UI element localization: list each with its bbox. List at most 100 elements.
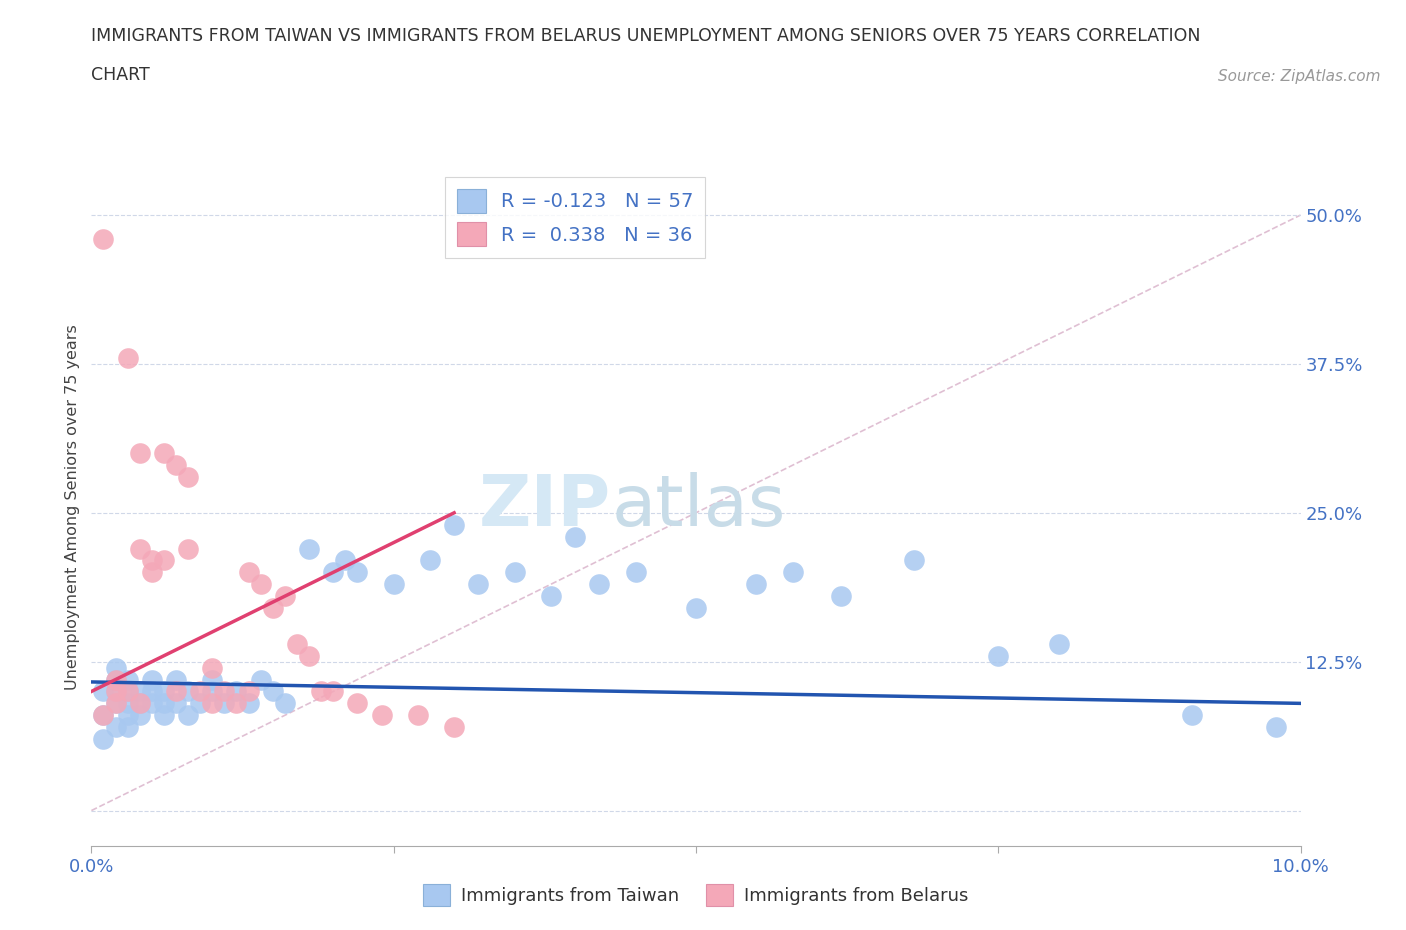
Y-axis label: Unemployment Among Seniors over 75 years: Unemployment Among Seniors over 75 years xyxy=(65,324,80,690)
Point xyxy=(117,708,139,723)
Point xyxy=(262,684,284,699)
Point xyxy=(309,684,332,699)
Text: ZIP: ZIP xyxy=(479,472,612,541)
Point xyxy=(406,708,429,723)
Point xyxy=(322,684,344,699)
Text: IMMIGRANTS FROM TAIWAN VS IMMIGRANTS FROM BELARUS UNEMPLOYMENT AMONG SENIORS OVE: IMMIGRANTS FROM TAIWAN VS IMMIGRANTS FRO… xyxy=(91,27,1201,45)
Point xyxy=(93,732,115,747)
Point xyxy=(274,589,297,604)
Point xyxy=(745,577,768,591)
Point xyxy=(249,672,271,687)
Point xyxy=(128,541,150,556)
Point xyxy=(141,696,163,711)
Point xyxy=(128,445,150,460)
Text: Source: ZipAtlas.com: Source: ZipAtlas.com xyxy=(1218,69,1381,84)
Point xyxy=(1265,720,1288,735)
Point xyxy=(153,553,176,568)
Point xyxy=(419,553,441,568)
Point xyxy=(188,684,211,699)
Text: atlas: atlas xyxy=(612,472,786,541)
Point xyxy=(117,672,139,687)
Point xyxy=(153,445,176,460)
Point xyxy=(1047,636,1070,651)
Point xyxy=(153,684,176,699)
Point xyxy=(165,672,187,687)
Point xyxy=(346,565,368,579)
Point xyxy=(165,696,187,711)
Point xyxy=(93,708,115,723)
Point xyxy=(128,696,150,711)
Point xyxy=(201,672,224,687)
Point xyxy=(238,684,260,699)
Point xyxy=(201,660,224,675)
Point xyxy=(382,577,405,591)
Point xyxy=(214,696,236,711)
Point xyxy=(177,470,200,485)
Point xyxy=(188,696,211,711)
Point xyxy=(128,696,150,711)
Point xyxy=(298,648,321,663)
Point xyxy=(93,232,115,246)
Point xyxy=(177,708,200,723)
Point xyxy=(370,708,392,723)
Point xyxy=(153,696,176,711)
Point xyxy=(830,589,852,604)
Point xyxy=(564,529,586,544)
Point xyxy=(274,696,297,711)
Point xyxy=(1181,708,1204,723)
Point xyxy=(128,684,150,699)
Point xyxy=(540,589,562,604)
Point xyxy=(104,696,127,711)
Point xyxy=(153,708,176,723)
Point xyxy=(93,708,115,723)
Point xyxy=(141,565,163,579)
Point xyxy=(335,553,357,568)
Point xyxy=(141,553,163,568)
Point xyxy=(987,648,1010,663)
Point xyxy=(117,351,139,365)
Point xyxy=(165,458,187,472)
Point xyxy=(238,696,260,711)
Point xyxy=(249,577,271,591)
Point xyxy=(298,541,321,556)
Legend: R = -0.123   N = 57, R =  0.338   N = 36: R = -0.123 N = 57, R = 0.338 N = 36 xyxy=(444,177,706,258)
Point xyxy=(117,720,139,735)
Point xyxy=(443,720,465,735)
Point xyxy=(177,541,200,556)
Point xyxy=(201,696,224,711)
Point xyxy=(503,565,526,579)
Point xyxy=(117,696,139,711)
Point xyxy=(903,553,925,568)
Text: CHART: CHART xyxy=(91,66,150,84)
Point xyxy=(443,517,465,532)
Point xyxy=(104,672,127,687)
Point xyxy=(128,708,150,723)
Point xyxy=(285,636,308,651)
Point xyxy=(782,565,804,579)
Point xyxy=(104,672,127,687)
Point xyxy=(93,684,115,699)
Point xyxy=(177,684,200,699)
Point xyxy=(214,684,236,699)
Point xyxy=(467,577,489,591)
Point xyxy=(141,684,163,699)
Point xyxy=(588,577,610,591)
Point xyxy=(104,720,127,735)
Point xyxy=(685,601,707,616)
Point xyxy=(104,684,127,699)
Point xyxy=(104,684,127,699)
Legend: Immigrants from Taiwan, Immigrants from Belarus: Immigrants from Taiwan, Immigrants from … xyxy=(416,877,976,913)
Point xyxy=(322,565,344,579)
Point xyxy=(238,565,260,579)
Point xyxy=(104,660,127,675)
Point xyxy=(346,696,368,711)
Point xyxy=(225,696,247,711)
Point xyxy=(624,565,647,579)
Point xyxy=(225,684,247,699)
Point xyxy=(104,696,127,711)
Point xyxy=(165,684,187,699)
Point xyxy=(201,684,224,699)
Point xyxy=(141,672,163,687)
Point xyxy=(117,684,139,699)
Point xyxy=(262,601,284,616)
